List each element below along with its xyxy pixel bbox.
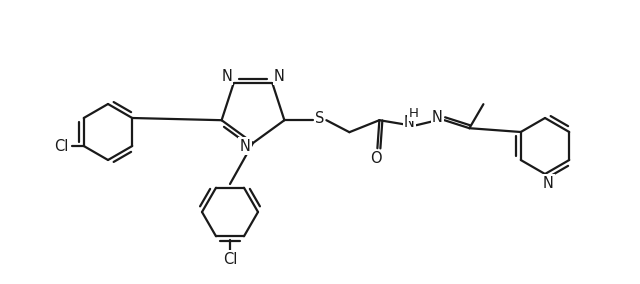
Text: N: N [239, 139, 250, 153]
Text: Cl: Cl [54, 139, 69, 153]
Text: N: N [221, 69, 232, 84]
Text: N: N [274, 69, 285, 84]
Text: S: S [315, 111, 324, 126]
Text: O: O [371, 151, 382, 166]
Text: N: N [543, 176, 554, 191]
Text: N: N [432, 110, 443, 125]
Text: N: N [404, 115, 415, 130]
Text: H: H [408, 107, 419, 120]
Text: Cl: Cl [223, 252, 237, 266]
